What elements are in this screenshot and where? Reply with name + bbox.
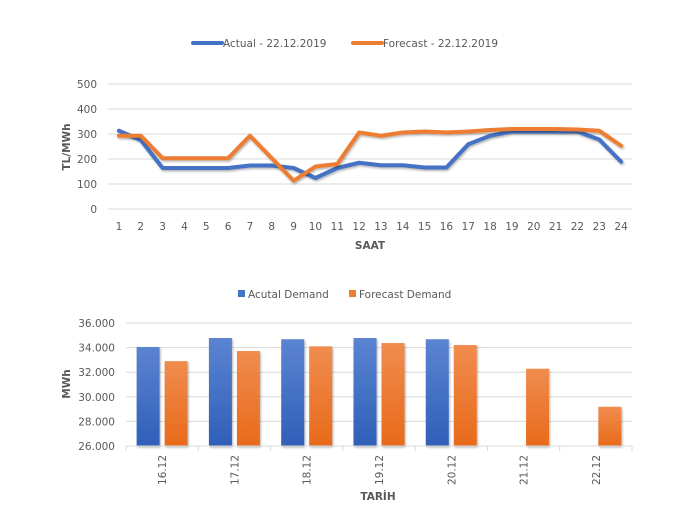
- x-tick-label: 15: [418, 221, 431, 233]
- bar-chart-gridlines: [126, 322, 632, 422]
- line-chart-x-ticks: 1 2 3 4 5 6 7 8 9 10 11 12 13 14 15 16 17 18 19 20 21 22 23 24: [116, 221, 629, 233]
- bar-actual-demand[interactable]: [353, 338, 377, 446]
- y-tick-label: 400: [77, 104, 97, 116]
- bar-chart-legend: Acutal Demand Forecast Demand: [238, 289, 451, 301]
- bar-forecast-demand[interactable]: [309, 346, 333, 446]
- x-tick-label: 23: [593, 221, 606, 233]
- bar-actual-demand[interactable]: [136, 346, 160, 446]
- x-tick-label: 3: [159, 221, 166, 233]
- line-chart: Actual - 22.12.2019 Forecast - 22.12.201…: [61, 38, 632, 252]
- x-tick-label: 13: [374, 221, 387, 233]
- x-tick-label: 21: [549, 221, 562, 233]
- y-tick-label: 300: [77, 129, 97, 141]
- x-tick-label: 16.12: [157, 455, 169, 485]
- x-tick-label: 16: [440, 221, 454, 233]
- legend-swatch-forecast-demand: [349, 290, 356, 297]
- x-tick-label: 19.12: [374, 455, 386, 485]
- y-tick-label: 32.000: [78, 367, 115, 379]
- bar-actual-demand[interactable]: [208, 338, 232, 446]
- y-tick-label: 500: [77, 79, 97, 91]
- x-tick-label: 22: [571, 221, 584, 233]
- line-chart-y-axis-title: TL/MWh: [61, 123, 73, 170]
- x-tick-label: 8: [268, 221, 275, 233]
- y-tick-label: 200: [77, 154, 97, 166]
- x-tick-label: 17.12: [229, 455, 241, 485]
- x-tick-label: 18.12: [302, 455, 314, 485]
- y-tick-label: 100: [77, 179, 97, 191]
- y-tick-label: 26.000: [78, 441, 115, 453]
- x-tick-label: 6: [225, 221, 232, 233]
- x-tick-label: 9: [290, 221, 297, 233]
- x-tick-label: 18: [483, 221, 496, 233]
- x-tick-label: 4: [181, 221, 188, 233]
- bar-chart-x-axis: [125, 445, 633, 451]
- y-tick-label: 36.000: [78, 318, 115, 330]
- bar-actual-demand[interactable]: [281, 339, 305, 446]
- legend-label-forecast: Forecast - 22.12.2019: [383, 38, 498, 50]
- x-tick-label: 7: [247, 221, 254, 233]
- x-tick-label: 20: [527, 221, 540, 233]
- bar-chart-x-axis-title: TARİH: [360, 489, 395, 503]
- legend-label-actual-demand: Acutal Demand: [248, 289, 329, 301]
- x-tick-label: 22.12: [591, 455, 603, 485]
- y-tick-label: 28.000: [78, 416, 115, 428]
- legend-label-forecast-demand: Forecast Demand: [359, 289, 451, 301]
- x-tick-label: 2: [137, 221, 144, 233]
- line-chart-legend: Actual - 22.12.2019 Forecast - 22.12.201…: [191, 38, 498, 50]
- bar-chart-y-axis-title: MWh: [61, 369, 73, 399]
- bar-chart-x-ticks: 16.12 17.12 18.12 19.12 20.12 21.12 22.12: [157, 455, 603, 485]
- bar-forecast-demand[interactable]: [453, 345, 477, 446]
- series-line-actual[interactable]: [116, 128, 624, 180]
- bar-forecast-demand[interactable]: [164, 361, 188, 446]
- x-tick-label: 11: [331, 221, 344, 233]
- x-tick-label: 21.12: [519, 455, 531, 485]
- x-tick-label: 10: [309, 221, 322, 233]
- line-chart-y-ticks: 0 100 200 300 400 500: [77, 79, 97, 216]
- legend-item-forecast-demand[interactable]: Forecast Demand: [349, 289, 451, 301]
- bar-chart-bars: [136, 338, 622, 446]
- y-tick-label: 0: [90, 204, 97, 216]
- line-chart-x-axis-title: SAAT: [355, 240, 386, 252]
- bar-chart: Acutal Demand Forecast Demand 26.000 28.0…: [61, 289, 633, 503]
- bar-actual-demand[interactable]: [425, 339, 449, 446]
- legend-item-forecast[interactable]: Forecast - 22.12.2019: [351, 38, 498, 50]
- bar-forecast-demand[interactable]: [236, 351, 260, 446]
- legend-item-actual-demand[interactable]: Acutal Demand: [238, 289, 329, 301]
- legend-item-actual[interactable]: Actual - 22.12.2019: [191, 38, 326, 50]
- bar-forecast-demand[interactable]: [526, 368, 550, 446]
- x-tick-label: 1: [116, 221, 123, 233]
- legend-swatch-actual-demand: [238, 290, 245, 297]
- line-chart-series: [116, 127, 624, 183]
- legend-label-actual: Actual - 22.12.2019: [223, 38, 326, 50]
- x-tick-label: 24: [614, 221, 628, 233]
- bar-forecast-demand[interactable]: [381, 343, 405, 446]
- x-tick-label: 17: [462, 221, 475, 233]
- y-tick-label: 34.000: [78, 343, 115, 355]
- series-line-forecast[interactable]: [116, 127, 624, 183]
- y-tick-label: 30.000: [78, 392, 115, 404]
- x-tick-label: 20.12: [446, 455, 458, 485]
- line-chart-gridlines: [108, 83, 632, 210]
- bar-forecast-demand[interactable]: [598, 406, 622, 446]
- x-tick-label: 14: [396, 221, 410, 233]
- x-tick-label: 19: [505, 221, 518, 233]
- x-tick-label: 12: [352, 221, 365, 233]
- bar-chart-y-ticks: 26.000 28.000 30.000 32.000 34.000 36.000: [78, 318, 115, 453]
- x-tick-label: 5: [203, 221, 210, 233]
